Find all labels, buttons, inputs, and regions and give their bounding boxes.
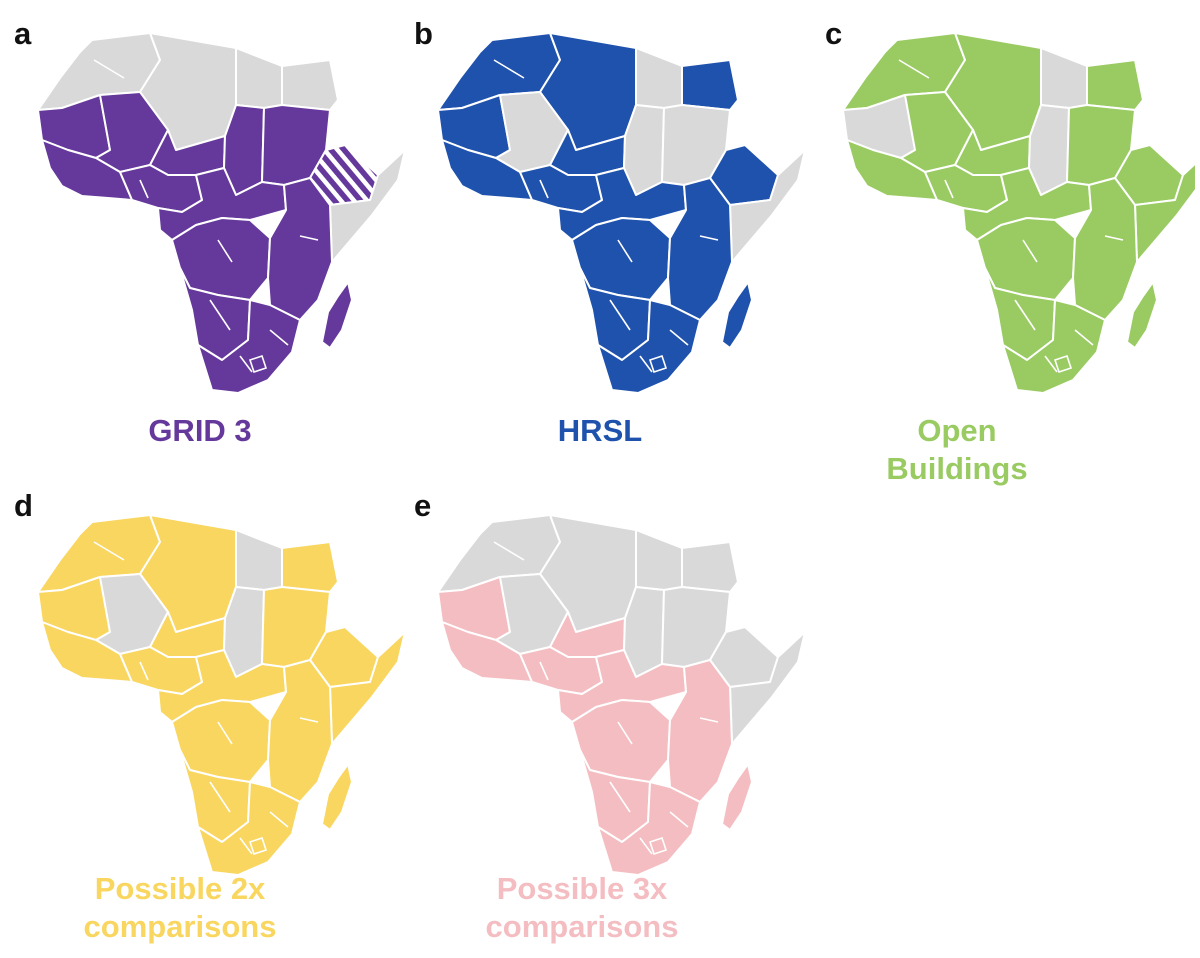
country-border bbox=[669, 329, 689, 346]
region-egypt bbox=[681, 59, 739, 111]
panel-letter: a bbox=[14, 16, 32, 51]
region-madagascar bbox=[321, 763, 353, 831]
panel-title: GRID 3 bbox=[0, 412, 400, 450]
region-madagascar bbox=[321, 281, 353, 349]
country-border bbox=[217, 721, 233, 745]
panel-a: a GRID 3 bbox=[0, 0, 406, 470]
panel-title-line: HRSL bbox=[557, 413, 643, 448]
region-south bbox=[197, 781, 301, 876]
panel-title-line: Possible 2x bbox=[94, 871, 266, 906]
country-border bbox=[539, 661, 549, 681]
region-lesotho bbox=[1053, 354, 1073, 374]
country-border bbox=[699, 717, 719, 723]
region-south bbox=[597, 781, 701, 876]
country-border bbox=[1044, 355, 1058, 373]
country-border bbox=[609, 781, 631, 813]
panel-title-line: Possible 3x bbox=[496, 871, 668, 906]
country-border bbox=[898, 59, 930, 79]
country-border bbox=[299, 235, 319, 241]
country-border bbox=[944, 179, 954, 199]
panel-title-line: Open bbox=[917, 413, 997, 448]
country-border bbox=[669, 811, 689, 828]
panel-c: c Open Buildings bbox=[775, 0, 1195, 486]
country-border bbox=[493, 59, 525, 79]
country-border bbox=[93, 59, 125, 79]
country-border bbox=[239, 837, 253, 855]
panel-title-line: GRID 3 bbox=[148, 413, 252, 448]
country-border bbox=[239, 355, 253, 373]
panel-letter: e bbox=[414, 488, 432, 523]
region-egypt bbox=[1086, 59, 1144, 111]
panel-letter: b bbox=[414, 16, 433, 51]
panel-title-line: comparisons bbox=[83, 909, 277, 944]
region-madagascar bbox=[721, 281, 753, 349]
region-west-coast bbox=[41, 139, 133, 201]
country-border bbox=[209, 781, 231, 813]
panel-title: Possible 2x comparisons bbox=[0, 870, 380, 946]
region-lesotho bbox=[248, 836, 268, 856]
region-south bbox=[197, 299, 301, 394]
country-border bbox=[617, 721, 633, 745]
country-border bbox=[699, 235, 719, 241]
country-border bbox=[639, 355, 653, 373]
africa-map-svg bbox=[37, 32, 406, 394]
country-border bbox=[139, 179, 149, 199]
country-border bbox=[1014, 299, 1036, 331]
region-lesotho bbox=[648, 836, 668, 856]
panel-d: d Possible 2x comparisons bbox=[0, 472, 406, 944]
region-south bbox=[597, 299, 701, 394]
country-border bbox=[1022, 239, 1038, 263]
africa-map-svg bbox=[437, 514, 806, 876]
country-border bbox=[539, 179, 549, 199]
region-libya bbox=[235, 529, 283, 591]
region-west-coast bbox=[846, 139, 938, 201]
panel-b: b HRSL bbox=[400, 0, 806, 470]
panel-letter: d bbox=[14, 488, 33, 523]
country-border bbox=[217, 239, 233, 263]
country-border bbox=[139, 661, 149, 681]
region-south bbox=[1002, 299, 1106, 394]
country-border bbox=[639, 837, 653, 855]
country-border bbox=[269, 329, 289, 346]
region-west-coast bbox=[441, 621, 533, 683]
panel-e: e Possible 3x comparisons bbox=[400, 472, 806, 944]
region-west-coast bbox=[41, 621, 133, 683]
country-border bbox=[269, 811, 289, 828]
region-egypt bbox=[281, 541, 339, 593]
country-border bbox=[299, 717, 319, 723]
region-somalia bbox=[329, 149, 406, 263]
region-libya bbox=[635, 47, 683, 109]
region-libya bbox=[635, 529, 683, 591]
country-border bbox=[493, 541, 525, 561]
region-egypt bbox=[281, 59, 339, 111]
region-somalia bbox=[329, 631, 406, 745]
region-lesotho bbox=[248, 354, 268, 374]
panel-letter: c bbox=[825, 16, 843, 51]
panel-title: Open Buildings bbox=[757, 412, 1157, 488]
region-libya bbox=[1040, 47, 1088, 109]
panel-title-line: Buildings bbox=[886, 451, 1028, 486]
region-somalia bbox=[729, 149, 806, 263]
panel-title: HRSL bbox=[400, 412, 800, 450]
africa-map-svg bbox=[37, 514, 406, 876]
country-border bbox=[1074, 329, 1094, 346]
region-west-coast bbox=[441, 139, 533, 201]
panel-title: Possible 3x comparisons bbox=[382, 870, 782, 946]
africa-map-svg bbox=[842, 32, 1195, 394]
country-border bbox=[617, 239, 633, 263]
country-border bbox=[93, 541, 125, 561]
region-somalia bbox=[1134, 162, 1195, 263]
country-border bbox=[209, 299, 231, 331]
region-egypt bbox=[681, 541, 739, 593]
region-lesotho bbox=[648, 354, 668, 374]
panel-title-line: comparisons bbox=[485, 909, 679, 944]
region-somalia bbox=[729, 631, 806, 745]
country-border bbox=[1104, 235, 1124, 241]
country-border bbox=[609, 299, 631, 331]
region-libya bbox=[235, 47, 283, 109]
region-madagascar bbox=[1126, 281, 1158, 349]
africa-map-svg bbox=[437, 32, 806, 394]
region-madagascar bbox=[721, 763, 753, 831]
